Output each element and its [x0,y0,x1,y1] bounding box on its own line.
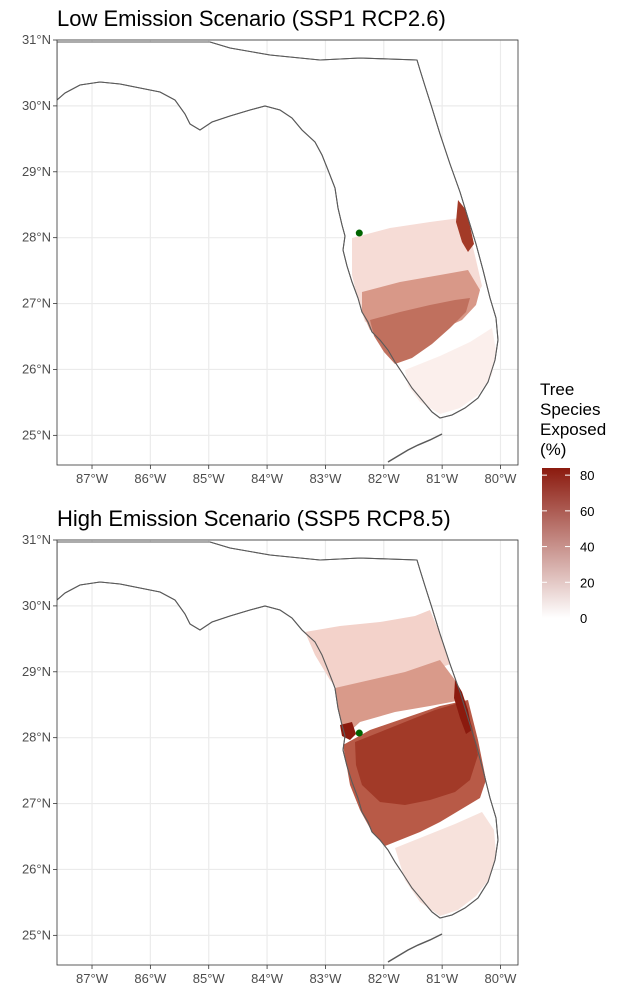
panel-border [56,39,519,466]
longitude-tick-label: 83°W [309,471,342,486]
longitude-tick-label: 85°W [193,471,226,486]
map-panel-high-emission: 31°N 30°N 29°N 28°N 27°N 26°N 25°N 87°W 86°W 85°… [22,532,519,986]
latitude-tick-label: 27°N [22,796,51,811]
legend-title: Tree Species Exposed (%) [540,380,625,460]
exposure-zone-low-south [405,328,496,414]
longitude-tick-label: 86°W [134,971,167,986]
longitude-tick-label: 80°W [485,471,518,486]
exposure-zone-high-tampa [340,722,356,740]
longitude-tick-label: 84°W [251,471,284,486]
exposure-zone-high-coast [454,680,472,734]
longitude-tick-label: 85°W [193,971,226,986]
legend-tick-label: 80 [580,468,594,483]
legend-tick-label: 40 [580,540,594,555]
latitude-tick-label: 31°N [22,32,51,47]
color-legend: Tree Species Exposed (%) 80 60 40 20 0 [540,380,625,640]
latitude-tick-label: 25°N [22,927,51,942]
legend-colorbar: 80 60 40 20 0 [542,468,594,626]
coastline-outline [57,41,499,419]
longitude-tick-label: 82°W [368,471,401,486]
longitude-tick-label: 87°W [76,471,109,486]
latitude-tick-label: 27°N [22,296,51,311]
panel-title-high-emission: High Emission Scenario (SSP5 RCP8.5) [57,506,451,531]
panel-border [56,539,519,966]
legend-title-line: (%) [540,440,567,459]
map-panel-low-emission: 31°N 30°N 29°N 28°N 27°N 26°N 25°N 87°W 86°W 85°… [22,32,519,486]
latitude-tick-label: 29°N [22,164,51,179]
exposure-zone-low-coast [456,200,474,252]
latitude-tick-labels: 31°N 30°N 29°N 28°N 27°N 26°N 25°N [22,532,57,942]
legend-tick-label: 0 [580,611,587,626]
legend-gradient-bar [542,468,570,618]
longitude-tick-label: 87°W [76,971,109,986]
exposure-zone-low-50 [370,298,470,364]
latitude-tick-label: 26°N [22,861,51,876]
study-site-point [355,729,363,737]
latitude-tick-labels: 31°N 30°N 29°N 28°N 27°N 26°N 25°N [22,32,57,442]
exposure-zone-high-30 [335,660,462,736]
longitude-tick-label: 84°W [251,971,284,986]
florida-keys [387,933,443,963]
coastline-outline [57,541,499,919]
longitude-tick-label: 83°W [309,971,342,986]
legend-tick-label: 20 [580,575,594,590]
exposure-zone-high-75 [355,702,478,805]
latitude-tick-label: 28°N [22,730,51,745]
longitude-tick-label: 82°W [368,971,401,986]
longitude-tick-label: 86°W [134,471,167,486]
exposure-zone-high-south [395,812,496,916]
florida-keys [387,433,443,463]
latitude-tick-label: 29°N [22,664,51,679]
longitude-tick-label: 81°W [426,471,459,486]
panel-title-low-emission: Low Emission Scenario (SSP1 RCP2.6) [57,6,446,31]
legend-title-line: Exposed [540,420,607,439]
legend-title-line: Tree [540,380,575,399]
study-site-point [355,229,363,237]
longitude-tick-labels: 87°W 86°W 85°W 84°W 83°W 82°W 81°W 80°W [76,965,517,986]
latitude-tick-label: 28°N [22,230,51,245]
legend-tick-label: 60 [580,504,594,519]
latitude-tick-label: 30°N [22,98,51,113]
legend-title-line: Species [540,400,601,419]
longitude-tick-label: 81°W [426,971,459,986]
longitude-tick-label: 80°W [485,971,518,986]
longitude-tick-labels: 87°W 86°W 85°W 84°W 83°W 82°W 81°W 80°W [76,465,517,486]
latitude-tick-label: 25°N [22,427,51,442]
latitude-tick-label: 31°N [22,532,51,547]
latitude-tick-label: 26°N [22,361,51,376]
latitude-tick-label: 30°N [22,598,51,613]
